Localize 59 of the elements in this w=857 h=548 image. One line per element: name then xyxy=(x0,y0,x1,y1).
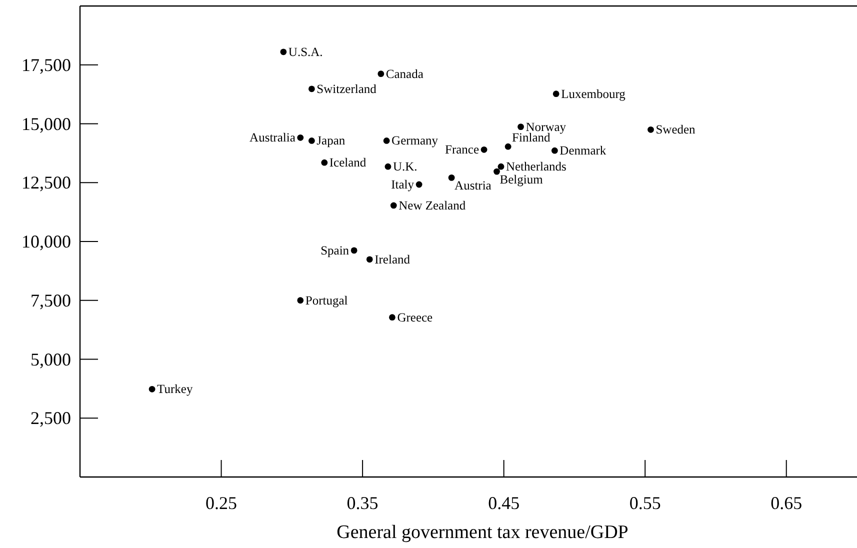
annotation: New Zealand xyxy=(398,198,466,212)
y-tick-label: 7,500 xyxy=(30,290,71,310)
x-tick-label: 0.35 xyxy=(346,493,378,513)
x-tick-label: 0.65 xyxy=(770,493,802,513)
annotation: Switzerland xyxy=(316,82,378,96)
y-tick-label: 17,500 xyxy=(22,54,71,75)
annotation: Japan xyxy=(316,134,346,148)
annotation: Austria xyxy=(454,178,492,193)
annotation: Luxembourg xyxy=(561,86,626,101)
x-tick-label: 0.55 xyxy=(629,493,661,513)
point xyxy=(366,256,373,263)
x-tick-label: 0.25 xyxy=(206,493,238,513)
point xyxy=(321,159,328,166)
point xyxy=(297,134,304,141)
point xyxy=(504,143,512,150)
annotation: Greece xyxy=(397,310,434,324)
point xyxy=(308,86,315,92)
x-axis-title: General government tax revenue/GDP xyxy=(336,522,628,543)
y-tick-label: 10,000 xyxy=(22,232,71,252)
annotation: Denmark xyxy=(560,144,607,158)
point xyxy=(416,181,422,188)
point xyxy=(552,90,560,98)
annotation: Netherlands xyxy=(506,160,567,174)
annotation: Belgium xyxy=(500,172,544,187)
point xyxy=(308,138,315,144)
point xyxy=(383,138,390,144)
annotation: U.S.A. xyxy=(288,44,323,59)
annotation: Italy xyxy=(391,178,415,192)
annotation: U.K. xyxy=(392,160,418,174)
annotation: Canada xyxy=(386,66,424,81)
annotation: Spain xyxy=(320,243,350,258)
annotation: Sweden xyxy=(656,122,696,137)
y-tick-label: 12,500 xyxy=(22,172,71,193)
annotation: Ireland xyxy=(374,252,411,266)
point xyxy=(297,297,304,304)
point xyxy=(384,163,392,170)
point xyxy=(350,247,358,254)
annotation: Turkey xyxy=(157,382,194,396)
point xyxy=(518,124,524,130)
annotation: Portugal xyxy=(305,293,348,308)
point xyxy=(480,146,488,153)
y-tick-label: 5,000 xyxy=(30,349,71,370)
annotation: Iceland xyxy=(329,156,367,170)
y-tick-label: 15,000 xyxy=(22,114,71,134)
annotation: Australia xyxy=(250,130,296,145)
point xyxy=(148,386,156,392)
point xyxy=(551,147,558,154)
annotation: France xyxy=(445,142,480,157)
point xyxy=(378,70,384,78)
point xyxy=(648,126,654,133)
point xyxy=(494,168,500,175)
point xyxy=(498,163,504,170)
x-tick-label: 0.45 xyxy=(488,493,520,513)
point xyxy=(389,314,396,321)
point xyxy=(390,202,397,209)
y-tick-label: 2,500 xyxy=(30,408,71,428)
point xyxy=(448,174,455,181)
point xyxy=(280,48,287,56)
annotation: Germany xyxy=(392,134,439,148)
